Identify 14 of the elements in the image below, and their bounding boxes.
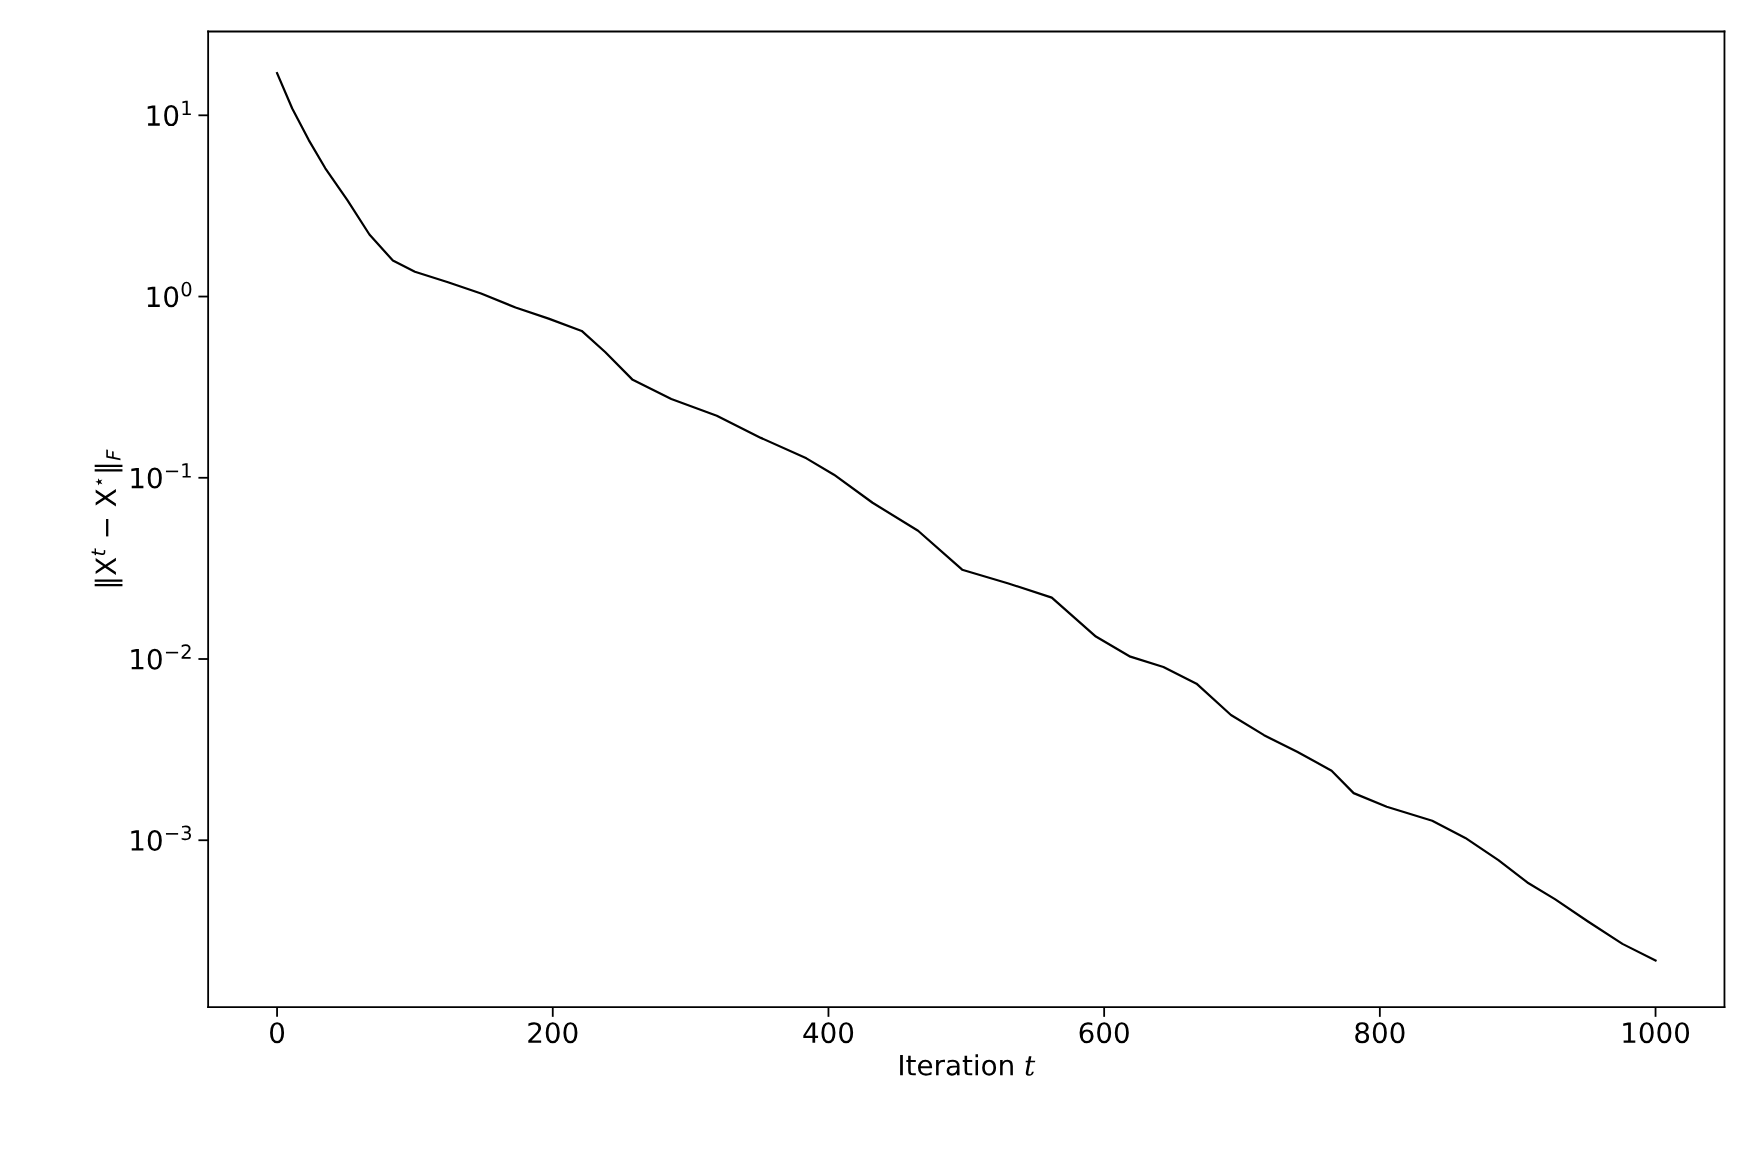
y-tick-label: 10$^{1}$ bbox=[147, 100, 191, 127]
line-series bbox=[275, 71, 1657, 962]
y-axis-title: ‖X$^{t}$ − X$^{⋆}$‖$_{F}$ bbox=[91, 449, 123, 587]
x-tick-label: 800 bbox=[1355, 1022, 1405, 1044]
x-tick-label: 200 bbox=[528, 1022, 578, 1044]
y-tick-label: 10$^{0}$ bbox=[147, 281, 192, 308]
x-tick-label: 400 bbox=[803, 1022, 854, 1044]
x-axis-title: Iteration 𝑡 bbox=[900, 1054, 1036, 1076]
y-tick-label: 10$^{−2}$ bbox=[131, 644, 191, 670]
x-tick-label: 600 bbox=[1079, 1022, 1129, 1044]
x-tick-label: 1000 bbox=[1623, 1022, 1690, 1044]
y-tick-label: 10$^{−3}$ bbox=[131, 825, 191, 851]
y-tick-label: 10$^{−1}$ bbox=[131, 463, 191, 489]
x-tick-label: 0 bbox=[270, 1022, 285, 1044]
